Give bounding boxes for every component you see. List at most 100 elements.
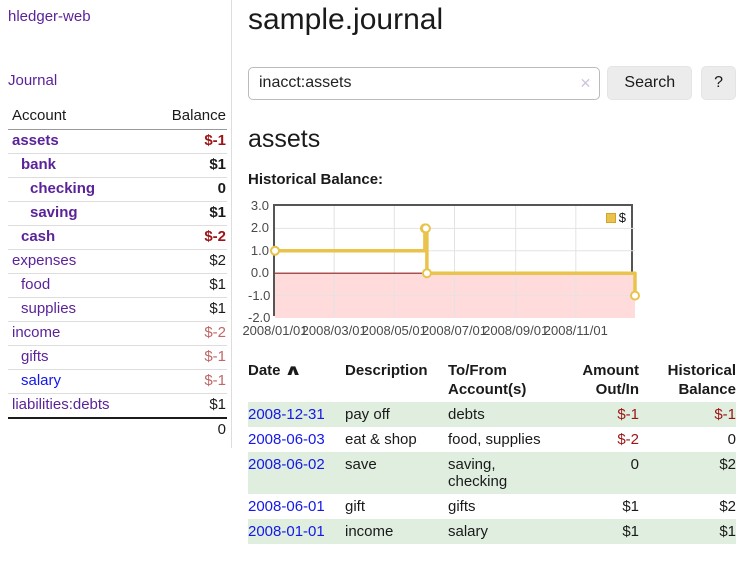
account-balance: $1 [209,156,226,173]
chart-legend: $ [603,209,628,226]
accounts-header-account: Account [8,103,147,130]
accounts-total-row: 0 [8,417,227,442]
sidebar: hledger-web Journal Account Balance asse… [0,0,232,448]
page-title: sample.journal [248,3,444,36]
account-row: liabilities:debts $1 [8,393,227,419]
account-balance: $-1 [204,372,226,389]
account-link[interactable]: food [21,276,51,293]
x-tick-label: 2008/03/01 [301,323,367,338]
transaction-amount: 0 [630,456,639,473]
account-balance: $-1 [204,348,226,365]
account-balance: $1 [209,396,226,413]
search-input[interactable] [248,66,601,100]
transaction-row: 2008-01-01 income salary $1 $1 [248,519,736,544]
main-content: sample.journal ✕ Search ? assets Histori… [242,0,736,544]
transaction-amount: $1 [622,523,639,540]
transaction-balance: $1 [719,523,736,540]
series-swatch-icon [605,212,616,223]
account-link[interactable]: assets [12,132,59,149]
account-row: expenses $2 [8,249,227,274]
account-row: food $1 [8,273,227,298]
register-header-accounts: To/From Account(s) [448,362,527,398]
y-tick-label: -2.0 [248,310,271,325]
account-balance: $2 [209,252,226,269]
account-balance: $-2 [204,324,226,341]
accounts-header-balance: Balance [146,103,227,130]
account-row: salary $-1 [8,369,227,394]
account-balance: $1 [209,204,226,221]
transaction-description: gift [345,498,366,515]
account-row: saving $1 [8,201,227,226]
x-tick-label: 2008/05/01 [361,323,427,338]
transaction-date-link[interactable]: 2008-12-31 [248,406,325,423]
account-link[interactable]: saving [30,204,78,221]
account-heading: assets [248,125,321,153]
register-header-description: Description [345,362,428,379]
chart-plot-area: $ [270,204,640,318]
account-balance: $1 [209,276,226,293]
account-link[interactable]: supplies [21,300,77,317]
transaction-accounts: food, supplies [448,431,541,448]
transaction-amount: $-2 [617,431,639,448]
transaction-date-link[interactable]: 2008-06-02 [248,456,325,473]
x-tick-label: 2008/09/01 [483,323,549,338]
transaction-balance: 0 [727,431,736,448]
search-form: ✕ Search ? [248,66,736,100]
transaction-accounts: saving, checking [448,456,508,490]
y-tick-label: -1.0 [248,287,271,303]
transaction-row: 2008-06-02 save saving, checking 0 $2 [248,452,736,494]
transaction-balance: $2 [719,498,736,515]
account-link[interactable]: income [12,324,61,341]
transaction-balance: $2 [719,456,736,473]
search-button[interactable]: Search [607,66,693,100]
transaction-date-link[interactable]: 2008-06-01 [248,498,325,515]
transaction-amount: $-1 [617,406,639,423]
transaction-date-link[interactable]: 2008-01-01 [248,523,325,540]
account-link[interactable]: liabilities:debts [12,396,110,413]
y-tick-label: 2.0 [250,220,269,236]
register-table: Date ∧ Description To/From Account(s) Amo… [248,358,736,544]
x-tick-label: 2008/11/01 [543,323,608,338]
help-button[interactable]: ? [701,66,736,100]
y-tick-label: 3.0 [250,198,269,213]
sidebar-item-journal[interactable]: Journal [8,72,58,89]
account-link[interactable]: bank [21,156,57,173]
transaction-accounts: debts [448,406,485,423]
account-link[interactable]: checking [30,180,96,197]
transaction-row: 2008-06-01 gift gifts $1 $2 [248,494,736,519]
account-balance: 0 [217,180,226,197]
account-row: gifts $-1 [8,345,227,370]
transaction-amount: $1 [622,498,639,515]
brand-link[interactable]: hledger-web [8,8,91,25]
x-tick-label: 2008/01/01 [242,323,308,338]
transaction-description: save [345,456,377,473]
account-row: supplies $1 [8,297,227,322]
transaction-description: eat & shop [345,431,417,448]
account-balance: $1 [209,300,226,317]
account-row: cash $-2 [8,225,227,250]
y-tick-label: 0.0 [250,265,269,281]
account-balance: $-1 [204,132,226,149]
account-row: checking 0 [8,177,227,202]
account-balance: $-2 [204,228,226,245]
series-label: $ [618,210,626,225]
transaction-date-link[interactable]: 2008-06-03 [248,431,325,448]
accounts-table: Account Balance assets $-1 bank $1 check… [8,103,227,442]
search-box: ✕ [248,66,601,100]
account-link[interactable]: gifts [21,348,49,365]
transaction-description: income [345,523,394,540]
account-link[interactable]: cash [21,228,56,245]
transaction-row: 2008-06-03 eat & shop food, supplies $-2… [248,427,736,452]
account-row: income $-2 [8,321,227,346]
chart-title: Historical Balance: [248,171,384,188]
account-row: assets $-1 [8,130,227,154]
transaction-description: pay off [345,406,390,423]
clear-search-icon[interactable]: ✕ [579,74,592,91]
transaction-accounts: gifts [448,498,476,515]
transaction-balance: $-1 [714,406,736,423]
account-link[interactable]: expenses [12,252,77,269]
register-header-balance: Historical Balance [667,362,736,398]
account-link[interactable]: salary [21,372,62,389]
transaction-accounts: salary [448,523,489,540]
transaction-row: 2008-12-31 pay off debts $-1 $-1 [248,402,736,427]
